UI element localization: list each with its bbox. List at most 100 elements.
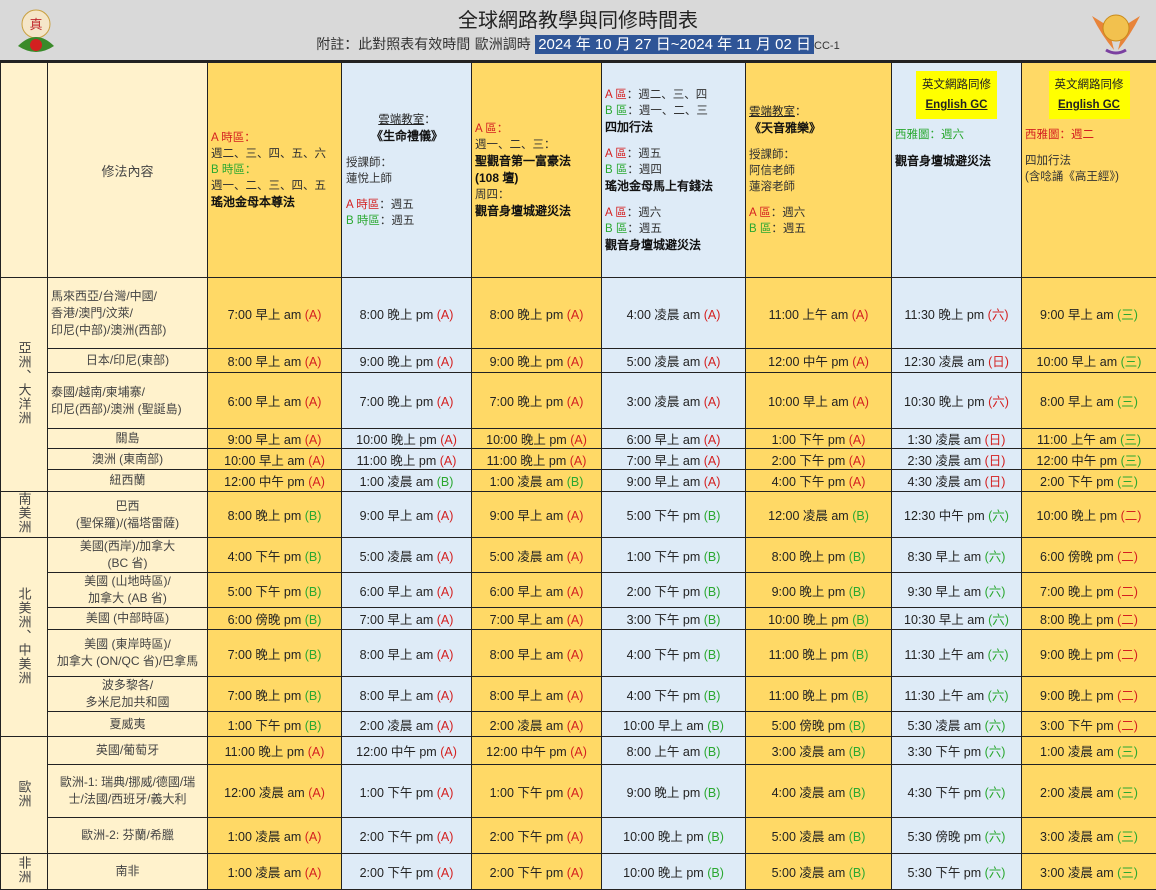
time-cell: 1:00 凌晨 am (B): [342, 470, 472, 492]
time-cell: 9:30 早上 am (六): [892, 573, 1022, 608]
practice-text: 蓮悅上師: [346, 173, 392, 185]
time-cell: 8:00 早上 am (A): [208, 349, 342, 373]
time-text: 6:00 早上 am: [228, 395, 305, 409]
time-text: 11:00 晚上 pm: [487, 454, 570, 468]
time-cell: 4:00 下午 pm (A): [746, 470, 892, 492]
practice-line: B 時區：週五: [346, 213, 468, 229]
practice-text: ：週五: [627, 148, 662, 160]
practice-line: 週一、二、三、四、五: [211, 178, 338, 194]
time-text: 10:00 晚上 pm: [623, 866, 707, 880]
region-line: 南非: [51, 863, 204, 880]
time-text: 9:00 早上 am: [360, 509, 437, 523]
time-text: 3:00 凌晨 am: [1040, 866, 1117, 880]
time-text: 3:00 凌晨 am: [627, 395, 704, 409]
time-cell: 8:00 晚上 pm (A): [472, 278, 602, 349]
time-text: 9:30 早上 am: [908, 585, 985, 599]
practice-line: 蓮悅上師: [346, 171, 468, 187]
practice-line: [346, 145, 468, 155]
practice-text: 蓮溶老師: [749, 181, 795, 193]
practice-text: ：週五: [627, 223, 662, 235]
time-text: 10:00 早上 am: [623, 719, 707, 733]
time-text: 8:00 上午 am: [627, 745, 704, 759]
time-cell: 9:00 早上 am (A): [472, 492, 602, 538]
zone-tag: (A): [308, 745, 325, 759]
time-text: 1:00 凌晨 am: [228, 830, 305, 844]
zone-tag: (A): [305, 830, 322, 844]
zone-tag: (B): [849, 866, 866, 880]
zone-tag: (二): [1117, 585, 1138, 599]
time-cell: 4:30 凌晨 am (日): [892, 470, 1022, 492]
time-text: 2:00 下午 pm: [772, 454, 849, 468]
zone-tag: (A): [437, 355, 454, 369]
practice-line: 觀音身壇城避災法: [605, 237, 742, 254]
zone-tag: (六): [985, 719, 1006, 733]
practice-line: 聖觀音第一富豪法: [475, 153, 598, 170]
time-text: 5:30 下午 pm: [908, 866, 985, 880]
time-cell: 2:00 下午 pm (A): [472, 854, 602, 890]
zone-tag: (A): [567, 719, 584, 733]
time-cell: 1:00 凌晨 am (B): [472, 470, 602, 492]
time-text: 1:00 凌晨 am: [228, 866, 305, 880]
practice-text: 雲端教室: [378, 114, 424, 126]
time-cell: 9:00 晚上 pm (二): [1022, 630, 1156, 677]
time-text: 7:00 早上 am: [627, 454, 704, 468]
time-cell: 9:00 晚上 pm (B): [746, 573, 892, 608]
region-line: 多米尼加共和國: [51, 694, 204, 711]
zone-tag: (B): [849, 830, 866, 844]
time-text: 12:00 中午 pm: [224, 475, 308, 489]
time-cell: 12:00 中午 pm (A): [472, 737, 602, 765]
practice-line: A 時區：週五: [346, 197, 468, 213]
time-cell: 11:00 上午 am (三): [1022, 429, 1156, 449]
zone-tag: (A): [437, 689, 454, 703]
time-text: 3:00 凌晨 am: [772, 745, 849, 759]
time-cell: 11:00 晚上 pm (A): [208, 737, 342, 765]
time-text: 12:00 中午 pm: [768, 355, 852, 369]
region-line: 巴西: [51, 498, 204, 515]
time-cell: 12:00 凌晨 am (A): [208, 765, 342, 818]
practice-line: B 區：週四: [605, 162, 742, 178]
time-text: 10:00 晚上 pm: [623, 830, 707, 844]
time-cell: 10:00 早上 am (三): [1022, 349, 1156, 373]
region-line: 歐洲-2: 芬蘭/希臘: [51, 827, 204, 844]
region-name: 美國(西岸)/加拿大(BC 省): [48, 538, 208, 573]
time-cell: 10:30 晚上 pm (六): [892, 373, 1022, 429]
time-text: 6:00 早上 am: [360, 585, 437, 599]
practice-text: 阿信老師: [749, 165, 795, 177]
region-name: 馬來西亞/台灣/中國/香港/澳門/汶萊/印尼(中部)/澳洲(西部): [48, 278, 208, 349]
time-cell: 11:30 上午 am (六): [892, 677, 1022, 712]
practice-line: A 區：週五: [605, 146, 742, 162]
zone-tag: (A): [308, 454, 325, 468]
practice-line: 四加行法: [1025, 153, 1153, 169]
region-name: 紐西蘭: [48, 470, 208, 492]
table-row: 美國 (中部時區)6:00 傍晚 pm (B)7:00 早上 am (A)7:0…: [1, 608, 1156, 630]
practice-line: 觀音身壇城避災法: [895, 153, 1018, 170]
zone-tag: (A): [437, 308, 454, 322]
region-line: (BC 省): [51, 555, 204, 572]
time-cell: 1:00 凌晨 am (A): [208, 854, 342, 890]
practice-text: ：週一、二、三: [627, 105, 708, 117]
practice-line: 西雅圖：週二: [1025, 127, 1153, 143]
time-text: 8:00 晚上 pm: [228, 509, 305, 523]
practice-text: 瑤池金母馬上有錢法: [605, 179, 713, 193]
time-cell: 1:00 凌晨 am (A): [208, 818, 342, 854]
zone-tag: (A): [567, 786, 584, 800]
english-gc-en: English GC: [922, 95, 991, 115]
region-line: 日本/印尼(東部): [51, 352, 204, 369]
region-name: 南非: [48, 854, 208, 890]
region-name: 日本/印尼(東部): [48, 349, 208, 373]
time-text: 4:00 凌晨 am: [772, 786, 849, 800]
practice-text: 雲端教室: [749, 106, 795, 118]
time-cell: 10:00 晚上 pm (B): [602, 818, 746, 854]
zone-tag: (A): [305, 395, 322, 409]
time-text: 1:00 下午 pm: [772, 433, 849, 447]
region-line: 美國 (東岸時區)/: [51, 636, 204, 653]
time-cell: 3:00 下午 pm (B): [602, 608, 746, 630]
time-cell: 9:00 晚上 pm (A): [472, 349, 602, 373]
time-text: 9:00 晚上 pm: [1040, 648, 1117, 662]
time-text: 2:00 下午 pm: [1040, 475, 1117, 489]
zone-tag: (B): [305, 509, 322, 523]
